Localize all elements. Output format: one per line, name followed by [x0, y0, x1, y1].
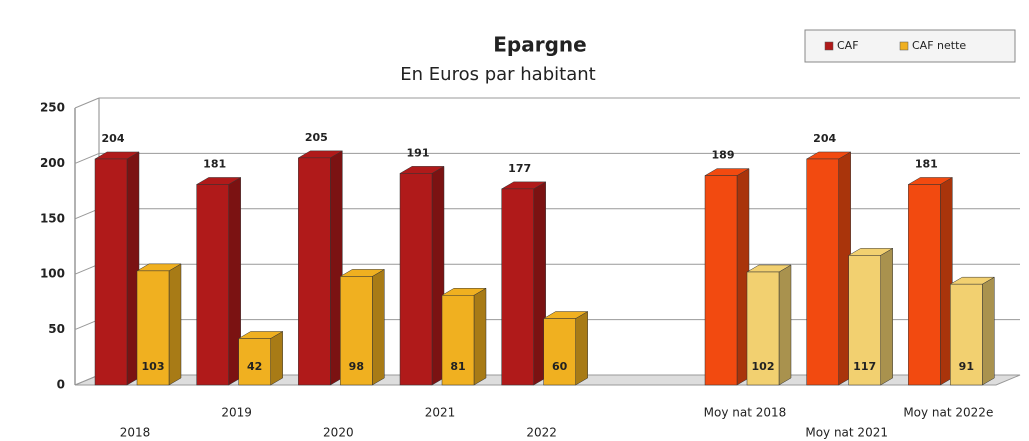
bar — [399, 173, 433, 386]
value-label: 60 — [552, 360, 568, 373]
legend-swatch — [824, 41, 834, 51]
x-tick-label: Moy nat 2022e — [903, 406, 993, 420]
x-tick-label: 2018 — [120, 426, 151, 440]
y-tick-label: 200 — [40, 156, 65, 170]
bar-side — [168, 263, 182, 386]
bar — [543, 318, 576, 386]
grid-line-side — [74, 97, 100, 109]
value-label: 102 — [752, 360, 775, 373]
value-label: 98 — [349, 360, 364, 373]
x-tick-label: 2021 — [425, 406, 456, 420]
bar-side — [982, 276, 995, 386]
legend-label: CAF nette — [912, 39, 966, 52]
bar — [704, 175, 738, 386]
chart-subtitle: En Euros par habitant — [400, 64, 595, 85]
legend-label: CAF — [837, 39, 859, 52]
value-label: 181 — [203, 157, 226, 170]
y-tick-label: 150 — [40, 211, 65, 225]
value-label: 191 — [407, 146, 430, 159]
bar-side — [372, 268, 385, 386]
legend-box — [804, 29, 1016, 63]
bar — [340, 276, 373, 386]
value-label: 204 — [813, 132, 836, 145]
value-label: 103 — [142, 360, 165, 373]
bar — [441, 295, 475, 386]
y-tick-label: 100 — [40, 267, 65, 281]
value-label: 117 — [853, 360, 876, 373]
x-tick-label: Moy nat 2021 — [805, 426, 888, 440]
x-tick-label: 2020 — [323, 426, 354, 440]
value-label: 181 — [915, 157, 938, 170]
y-tick-label: 50 — [48, 322, 65, 336]
bar — [298, 157, 331, 386]
bar — [950, 283, 983, 386]
bar-side — [880, 247, 893, 386]
value-label: 91 — [959, 360, 974, 373]
value-label: 177 — [508, 162, 531, 175]
y-tick-label: 0 — [57, 378, 65, 392]
value-label: 81 — [450, 360, 465, 373]
value-label: 189 — [712, 149, 735, 162]
grid-line-side — [74, 152, 100, 164]
bar — [848, 255, 881, 386]
bar — [196, 184, 229, 386]
x-tick-label: 2022 — [526, 426, 557, 440]
bar — [746, 271, 780, 386]
bar-side — [778, 264, 792, 386]
bar-side — [270, 331, 283, 386]
legend-swatch — [899, 41, 909, 51]
value-label: 205 — [305, 131, 328, 144]
bar-side — [473, 287, 487, 386]
value-label: 42 — [247, 360, 262, 373]
y-tick-label: 250 — [40, 101, 65, 115]
bar-side — [575, 311, 588, 386]
x-tick-label: 2019 — [221, 406, 252, 420]
x-tick-label: Moy nat 2018 — [704, 406, 787, 420]
bar — [501, 188, 534, 386]
bar — [806, 158, 839, 386]
bar — [136, 270, 170, 386]
bar — [94, 158, 128, 386]
bar — [238, 338, 271, 386]
value-label: 204 — [102, 132, 125, 145]
chart-title: Epargne — [493, 33, 586, 57]
bar — [908, 184, 941, 386]
